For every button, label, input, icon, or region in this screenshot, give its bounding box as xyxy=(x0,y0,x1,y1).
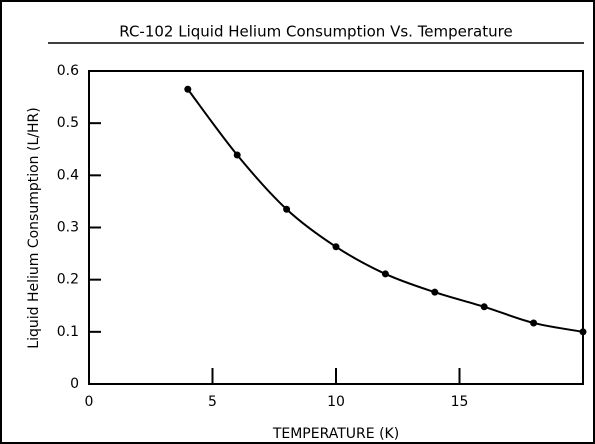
point xyxy=(332,243,340,251)
y-tick-label: 0.6 xyxy=(57,63,79,79)
point xyxy=(233,151,241,159)
y-tick-label: 0.4 xyxy=(57,167,79,183)
y-tick-label: 0.2 xyxy=(57,272,79,288)
point xyxy=(480,303,488,311)
point xyxy=(381,270,389,278)
point xyxy=(431,288,439,296)
point xyxy=(530,319,538,327)
x-axis-label: TEMPERATURE (K) xyxy=(272,426,399,442)
point xyxy=(579,328,587,336)
point xyxy=(184,85,192,93)
y-tick-label: 0.1 xyxy=(57,324,79,340)
y-axis-label: Liquid Helium Consumption (L/HR) xyxy=(26,107,42,348)
x-tick-label: 5 xyxy=(208,394,217,410)
point xyxy=(283,205,291,213)
chart-title: RC-102 Liquid Helium Consumption Vs. Tem… xyxy=(119,23,512,41)
x-tick-label: 0 xyxy=(85,394,94,410)
y-tick-label: 0 xyxy=(70,376,79,392)
y-tick-label: 0.3 xyxy=(57,220,79,236)
x-tick-label: 15 xyxy=(451,394,469,410)
y-tick-label: 0.5 xyxy=(57,115,79,131)
x-tick-label: 10 xyxy=(327,394,345,410)
